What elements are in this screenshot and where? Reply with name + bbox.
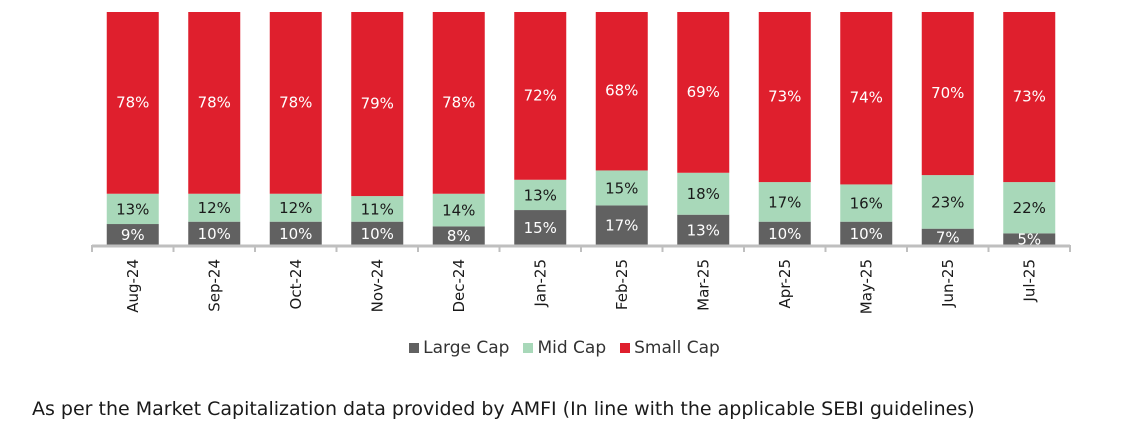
bar-mid-cap-may-25 (840, 184, 893, 222)
data-label-large-cap-mar-25: 13% (687, 221, 720, 239)
data-label-large-cap-nov-24: 10% (361, 225, 394, 243)
x-tick-label-feb-25: Feb-25 (613, 259, 631, 310)
x-tick-label-apr-25: Apr-25 (776, 259, 794, 309)
x-tick-label-jul-25: Jul-25 (1020, 259, 1038, 303)
bar-mid-cap-jul-25 (1003, 182, 1056, 234)
bar-small-cap-jul-25 (1003, 12, 1056, 183)
bar-mid-cap-jan-25 (514, 179, 567, 211)
data-label-large-cap-jan-25: 15% (524, 219, 557, 237)
data-label-large-cap-apr-25: 10% (768, 225, 801, 243)
bar-large-cap-jun-25 (921, 228, 974, 245)
bar-small-cap-jun-25 (921, 12, 974, 176)
data-label-large-cap-oct-24: 10% (279, 225, 312, 243)
x-tick-label-oct-24: Oct-24 (287, 259, 305, 309)
bar-small-cap-mar-25 (677, 12, 730, 173)
bar-large-cap-mar-25 (677, 214, 730, 245)
bar-mid-cap-oct-24 (269, 193, 322, 222)
stacked-bar-chart: 9% 13% 78% Aug-24 10% 12% 78% Sep-24 10% 12% 78% Oc… (91, 12, 1071, 314)
legend-item-mid-cap: Mid Cap (523, 338, 606, 358)
footnote: As per the Market Capitalization data pr… (32, 398, 975, 420)
legend-label-large-cap: Large Cap (423, 338, 510, 358)
bar-small-cap-aug-24 (106, 12, 159, 194)
x-tick-label-may-25: May-25 (857, 259, 875, 314)
data-label-small-cap-mar-25: 69% (687, 83, 720, 101)
bar-large-cap-aug-24 (106, 224, 159, 245)
bar-mid-cap-apr-25 (758, 182, 811, 222)
legend-swatch-small-cap (620, 343, 631, 353)
data-label-small-cap-feb-25: 68% (605, 82, 638, 100)
data-label-small-cap-dec-24: 78% (442, 93, 475, 111)
bar-mid-cap-mar-25 (677, 172, 730, 215)
data-label-small-cap-jun-25: 70% (931, 84, 964, 102)
bar-large-cap-jan-25 (514, 210, 567, 245)
data-label-small-cap-sep-24: 78% (198, 93, 231, 111)
x-tick-label-sep-24: Sep-24 (205, 259, 223, 312)
data-label-small-cap-apr-25: 73% (768, 88, 801, 106)
bar-mid-cap-dec-24 (432, 193, 485, 227)
data-label-large-cap-may-25: 10% (850, 225, 883, 243)
bar-large-cap-nov-24 (351, 221, 404, 245)
chart-legend: Large Cap Mid Cap Small Cap (0, 338, 1129, 358)
data-label-large-cap-sep-24: 10% (198, 225, 231, 243)
data-label-small-cap-jan-25: 72% (524, 86, 557, 104)
x-tick-label-jun-25: Jun-25 (939, 259, 957, 308)
data-label-large-cap-dec-24: 8% (447, 227, 471, 245)
data-label-mid-cap-jan-25: 13% (524, 186, 557, 204)
legend-item-large-cap: Large Cap (409, 338, 509, 358)
data-label-small-cap-nov-24: 79% (361, 95, 394, 113)
data-label-small-cap-jul-25: 73% (1013, 88, 1046, 106)
data-label-mid-cap-jul-25: 22% (1013, 199, 1046, 217)
legend-swatch-large-cap (409, 343, 420, 353)
bar-large-cap-apr-25 (758, 221, 811, 245)
bar-small-cap-may-25 (840, 12, 893, 185)
legend-label-mid-cap: Mid Cap (537, 338, 607, 358)
bar-small-cap-nov-24 (351, 12, 404, 197)
data-label-mid-cap-feb-25: 15% (605, 179, 638, 197)
bar-mid-cap-nov-24 (351, 196, 404, 222)
data-label-mid-cap-mar-25: 18% (687, 185, 720, 203)
bar-small-cap-oct-24 (269, 12, 322, 194)
bar-large-cap-may-25 (840, 221, 893, 245)
x-tick-label-nov-24: Nov-24 (368, 259, 386, 312)
bar-large-cap-oct-24 (269, 221, 322, 245)
data-label-mid-cap-sep-24: 12% (198, 199, 231, 217)
bar-small-cap-dec-24 (432, 12, 485, 194)
x-tick-label-mar-25: Mar-25 (694, 259, 712, 311)
data-label-small-cap-oct-24: 78% (279, 93, 312, 111)
bar-large-cap-dec-24 (432, 226, 485, 245)
bar-small-cap-sep-24 (188, 12, 241, 194)
data-label-large-cap-jul-25: 5% (1017, 231, 1041, 249)
bar-small-cap-jan-25 (514, 12, 567, 180)
bar-large-cap-feb-25 (595, 205, 648, 245)
bar-mid-cap-feb-25 (595, 170, 648, 206)
bar-mid-cap-jun-25 (921, 175, 974, 229)
x-tick-label-aug-24: Aug-24 (124, 259, 142, 313)
bar-large-cap-sep-24 (188, 221, 241, 245)
data-label-mid-cap-jun-25: 23% (931, 193, 964, 211)
x-tick-label-jan-25: Jan-25 (531, 259, 549, 308)
data-label-mid-cap-nov-24: 11% (361, 200, 394, 218)
x-tick-label-dec-24: Dec-24 (450, 259, 468, 313)
data-label-mid-cap-aug-24: 13% (116, 200, 149, 218)
bar-mid-cap-sep-24 (188, 193, 241, 222)
legend-label-small-cap: Small Cap (634, 338, 720, 358)
data-label-large-cap-jun-25: 7% (936, 228, 960, 246)
bar-small-cap-apr-25 (758, 12, 811, 183)
bar-mid-cap-aug-24 (106, 193, 159, 225)
data-label-large-cap-feb-25: 17% (605, 217, 638, 235)
data-label-small-cap-aug-24: 78% (116, 93, 149, 111)
bar-large-cap-jul-25 (1003, 233, 1056, 245)
data-label-small-cap-may-25: 74% (850, 89, 883, 107)
data-label-mid-cap-oct-24: 12% (279, 199, 312, 217)
legend-item-small-cap: Small Cap (620, 338, 720, 358)
data-label-mid-cap-apr-25: 17% (768, 193, 801, 211)
data-label-large-cap-aug-24: 9% (121, 226, 145, 244)
data-label-mid-cap-dec-24: 14% (442, 202, 475, 220)
data-label-mid-cap-may-25: 16% (850, 195, 883, 213)
bar-small-cap-feb-25 (595, 12, 648, 171)
legend-swatch-mid-cap (523, 343, 534, 353)
